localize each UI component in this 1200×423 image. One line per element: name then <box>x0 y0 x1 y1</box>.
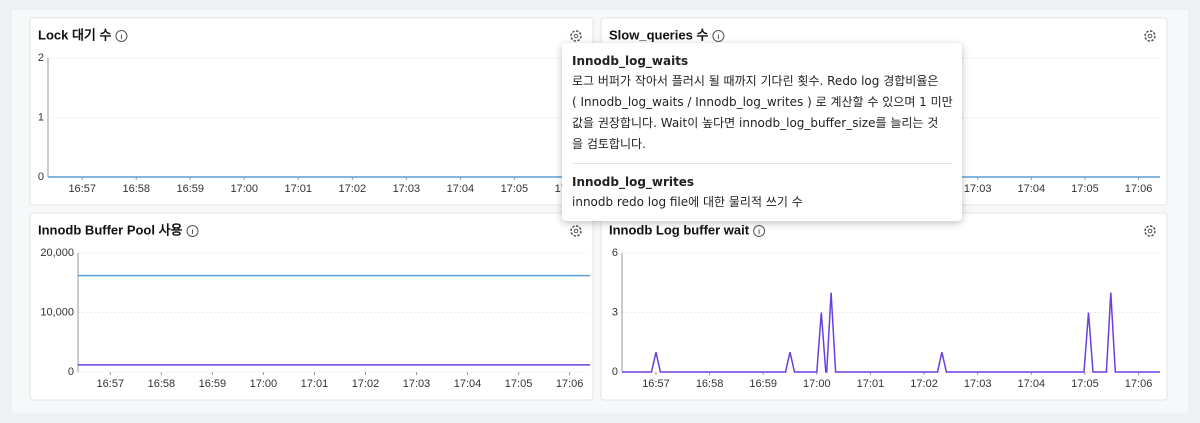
y-tick-label: 6 <box>612 247 618 259</box>
x-tick-label: 17:04 <box>447 183 475 195</box>
x-tick-label: 17:02 <box>352 378 380 390</box>
y-tick-label: 3 <box>612 306 618 318</box>
x-tick-label: 16:59 <box>199 378 227 390</box>
tooltip: Innodb_log_waits 로그 버퍼가 작아서 플러시 될 때까지 기다린… <box>562 43 962 221</box>
tooltip-item-text: 값을 권장합니다. Wait이 높다면 innodb_log_buffer_si… <box>572 116 939 130</box>
y-tick-label: 2 <box>38 52 44 64</box>
x-tick-label: 17:06 <box>1125 183 1153 195</box>
x-tick-label: 16:57 <box>642 378 670 390</box>
y-tick-label: 0 <box>612 366 618 378</box>
x-tick-label: 17:04 <box>1018 378 1046 390</box>
tooltip-item-title: Innodb_log_waits <box>572 54 689 68</box>
x-tick-label: 17:02 <box>910 378 938 390</box>
x-tick-label: 17:03 <box>393 183 421 195</box>
panel-title: Innodb Buffer Pool 사용 <box>38 222 183 237</box>
x-tick-label: 16:57 <box>97 378 125 390</box>
gear-icon-core <box>1147 228 1153 234</box>
x-tick-label: 17:03 <box>964 378 992 390</box>
x-tick-label: 16:59 <box>176 183 204 195</box>
gear-icon-core <box>573 228 579 234</box>
series-line <box>622 292 1160 373</box>
tooltip-item-text: 로그 버퍼가 작아서 플러시 될 때까지 기다린 횟수. Redo log 경합… <box>572 74 939 88</box>
y-tick-label: 10,000 <box>40 306 74 318</box>
info-icon[interactable] <box>712 30 725 42</box>
y-tick-label: 1 <box>38 111 44 123</box>
tooltip-item-text: innodb redo log file에 대한 물리적 쓰기 수 <box>572 195 803 209</box>
gear-icon-core <box>573 33 579 39</box>
info-icon[interactable] <box>115 30 128 42</box>
x-tick-label: 17:02 <box>339 183 367 195</box>
gear-icon[interactable] <box>570 30 582 42</box>
panel-title: Lock 대기 수 <box>38 27 111 42</box>
x-tick-label: 16:59 <box>749 378 777 390</box>
x-tick-label: 17:00 <box>250 378 278 390</box>
panel <box>29 212 594 401</box>
x-tick-label: 16:58 <box>148 378 176 390</box>
info-icon[interactable] <box>753 225 766 237</box>
x-tick-label: 17:00 <box>231 183 259 195</box>
x-tick-label: 17:03 <box>964 183 992 195</box>
info-icon[interactable] <box>186 225 199 237</box>
panel-title: Slow_queries 수 <box>609 27 708 42</box>
tooltip-item-text: 을 검토합니다. <box>572 137 646 151</box>
x-tick-label: 17:06 <box>1125 378 1153 390</box>
gear-icon[interactable] <box>570 225 582 237</box>
x-tick-label: 17:04 <box>454 378 482 390</box>
x-tick-label: 17:05 <box>505 378 533 390</box>
x-tick-label: 17:05 <box>1071 183 1099 195</box>
y-tick-label: 0 <box>38 171 44 183</box>
gear-icon-core <box>1147 33 1153 39</box>
tooltip-item-title: Innodb_log_writes <box>572 175 695 189</box>
x-tick-label: 17:01 <box>301 378 329 390</box>
y-tick-label: 20,000 <box>40 247 74 259</box>
gear-icon[interactable] <box>1144 30 1156 42</box>
x-tick-label: 17:01 <box>857 378 885 390</box>
panel-title: Innodb Log buffer wait <box>609 222 750 237</box>
gear-icon[interactable] <box>1144 225 1156 237</box>
tooltip-item-text: ( Innodb_log_waits / Innodb_log_writes )… <box>572 95 953 109</box>
x-tick-label: 17:00 <box>803 378 831 390</box>
x-tick-label: 17:03 <box>403 378 431 390</box>
tooltip-separator <box>572 163 952 164</box>
x-tick-label: 16:57 <box>68 183 96 195</box>
y-tick-label: 0 <box>68 366 74 378</box>
x-tick-label: 17:05 <box>1071 378 1099 390</box>
x-tick-label: 16:58 <box>696 378 724 390</box>
x-tick-label: 17:06 <box>556 378 584 390</box>
x-tick-label: 17:05 <box>501 183 529 195</box>
x-tick-label: 17:01 <box>285 183 313 195</box>
x-tick-label: 17:04 <box>1018 183 1046 195</box>
x-tick-label: 16:58 <box>122 183 150 195</box>
